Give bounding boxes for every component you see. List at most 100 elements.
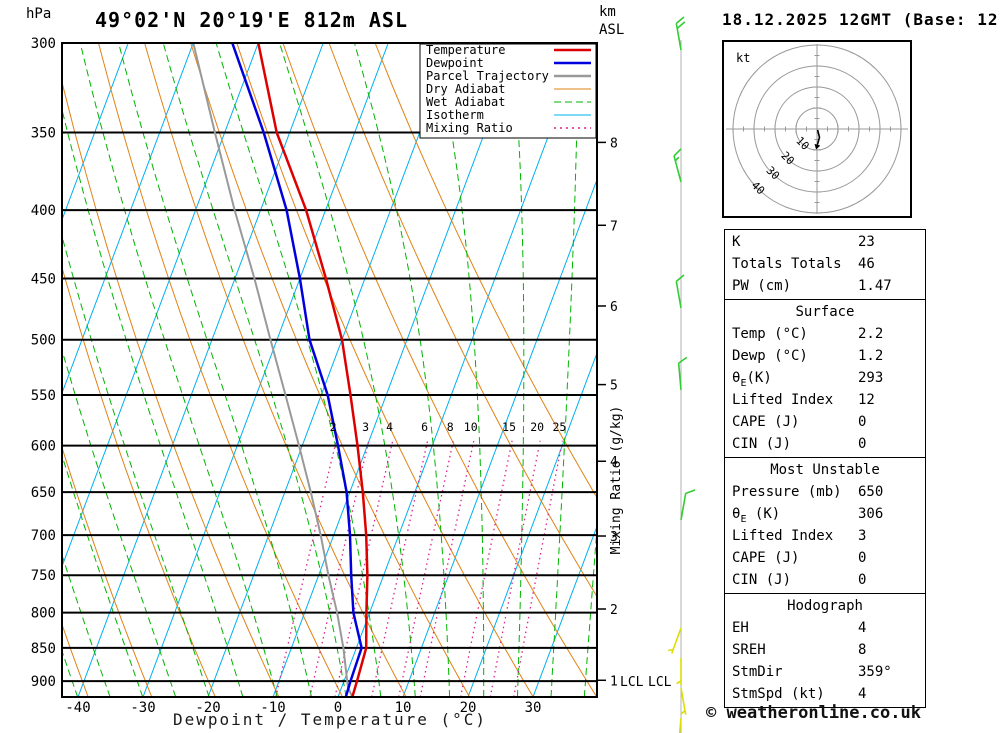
table-row-value: 1.47: [858, 278, 892, 294]
table-row-label: Lifted Index: [732, 528, 834, 544]
wet-adiabat-line: [118, 43, 312, 697]
copyright: © weatheronline.co.uk: [706, 703, 921, 723]
legend-label: Parcel Trajectory: [426, 69, 549, 83]
table-row-label: EH: [732, 620, 749, 636]
pressure-tick-label: 300: [31, 36, 56, 52]
mixing-ratio-label: 3: [362, 420, 369, 434]
legend-label: Temperature: [426, 43, 505, 57]
mixing-ratio-line: [513, 440, 564, 697]
table-row: CIN (J) 0: [725, 569, 925, 591]
plot-border: [61, 42, 598, 698]
mixing-ratio-label: 25: [553, 420, 567, 434]
wind-barb: [676, 658, 682, 685]
km-tick-label: 5: [610, 379, 618, 394]
table-row-value: 0: [858, 572, 867, 588]
table-row-value: 8: [858, 642, 867, 658]
x-tick-label: -30: [130, 700, 155, 716]
km-tick-label: 6: [610, 300, 618, 315]
mixing-ratio-label: 20: [530, 420, 544, 434]
mixing-ratio-line: [419, 440, 475, 697]
mixing-ratio-label: 4: [386, 420, 393, 434]
skewt-background: [62, 43, 597, 697]
wet-adiabat-line: [79, 43, 278, 697]
table-section: Surface Temp (°C) 2.2 Dewp (°C) 1.2 θE(K) 293 L…: [724, 299, 926, 458]
table-row: CAPE (J) 0: [725, 411, 925, 433]
mixing-ratio-line: [460, 440, 513, 697]
hodograph-unit-label: kt: [736, 51, 750, 65]
mixing-ratio-label: 2: [330, 420, 337, 434]
table-row-value: 4: [858, 686, 867, 702]
x-tick-label: -10: [260, 700, 285, 716]
wet-adiabat-line: [62, 453, 144, 697]
isotherm-line: [467, 351, 597, 697]
pressure-tick-label: 400: [31, 203, 56, 219]
table-row: θE(K) 293: [725, 367, 925, 389]
table-row-label: StmSpd (kt): [732, 686, 825, 702]
lcl-label: LCL: [620, 675, 644, 690]
isotherm-line: [532, 524, 597, 697]
dewpoint-curve: [231, 43, 363, 697]
table-row: K 23: [725, 231, 925, 253]
table-row: θE (K) 306: [725, 503, 925, 525]
km-tick-label: 8: [610, 136, 618, 151]
mixing-ratio-label: 8: [447, 420, 454, 434]
table-section-header: Hodograph: [787, 598, 863, 614]
x-tick-label: -40: [65, 700, 90, 716]
km-tick-label: 4: [610, 455, 618, 470]
wind-barb: [680, 687, 687, 715]
table-row-label: CIN (J): [732, 436, 792, 452]
hodograph-grid: [726, 44, 908, 214]
wet-adiabat-line: [550, 43, 579, 697]
wind-barb: [673, 148, 682, 183]
table-row: SREH 8: [725, 639, 925, 661]
mixing-ratio-line: [398, 440, 454, 697]
pressure-tick-label: 850: [31, 641, 56, 657]
mixing-ratio-label: 15: [502, 420, 516, 434]
wind-barb: [675, 274, 685, 309]
table-section-header: Most Unstable: [770, 462, 880, 478]
skewt-chart: 300350400450500550600650700750800850900-…: [31, 16, 696, 733]
station-title: 49°02'N 20°19'E 812m ASL: [95, 8, 408, 32]
dry-adiabat-line: [62, 445, 153, 697]
wet-adiabat-line: [215, 43, 382, 697]
pressure-tick-label: 700: [31, 528, 56, 544]
mixing-ratio-label: 10: [464, 420, 478, 434]
hodograph-trace-arrow: [814, 143, 821, 150]
pressure-tick-label: 650: [31, 485, 56, 501]
dry-adiabat-line: [190, 43, 471, 697]
table-row-value: 3: [858, 528, 867, 544]
wind-barb: [677, 356, 688, 391]
table-row-label: CAPE (J): [732, 550, 800, 566]
table-row-value: 359°: [858, 664, 892, 680]
table-section: K 23 Totals Totals 46 PW (cm) 1.47: [724, 229, 926, 300]
km-tick-label: 3: [610, 530, 618, 545]
table-row-label: Pressure (mb): [732, 484, 842, 500]
legend-label: Mixing Ratio: [426, 121, 513, 135]
indices-table: K 23 Totals Totals 46 PW (cm) 1.47 Surface Temp…: [724, 229, 926, 708]
table-section: Most Unstable Pressure (mb) 650 θE (K) 306 Li…: [724, 457, 926, 594]
table-row-label: θE(K): [732, 370, 772, 389]
mixing-ratio-label: 6: [421, 420, 428, 434]
wind-barb: [680, 489, 696, 521]
lcl-label-secondary: LCL: [648, 675, 672, 690]
hodograph-ring-label: 20: [778, 149, 797, 168]
table-row-value: 0: [858, 550, 867, 566]
wind-barb: [678, 717, 682, 733]
table-row: Lifted Index 3: [725, 525, 925, 547]
pressure-tick-label: 800: [31, 606, 56, 622]
wet-adiabat-line: [354, 43, 451, 697]
mixing-ratio-line: [489, 440, 541, 697]
pressure-tick-label: 900: [31, 674, 56, 690]
x-tick-label: 10: [395, 700, 412, 716]
table-row-value: 1.2: [858, 348, 884, 364]
isotherm-line: [62, 43, 194, 395]
date-title: 18.12.2025 12GMT (Base: 12): [722, 10, 1000, 29]
x-tick-label: 0: [334, 700, 342, 716]
dry-adiabat-line: [62, 265, 216, 697]
pressure-tick-label: 450: [31, 271, 56, 287]
table-row-value: 46: [858, 256, 875, 272]
isotherm-line: [62, 43, 129, 222]
km-tick-label: 7: [610, 219, 618, 234]
table-row-label: Temp (°C): [732, 326, 808, 342]
dry-adiabat-line: [374, 43, 597, 499]
